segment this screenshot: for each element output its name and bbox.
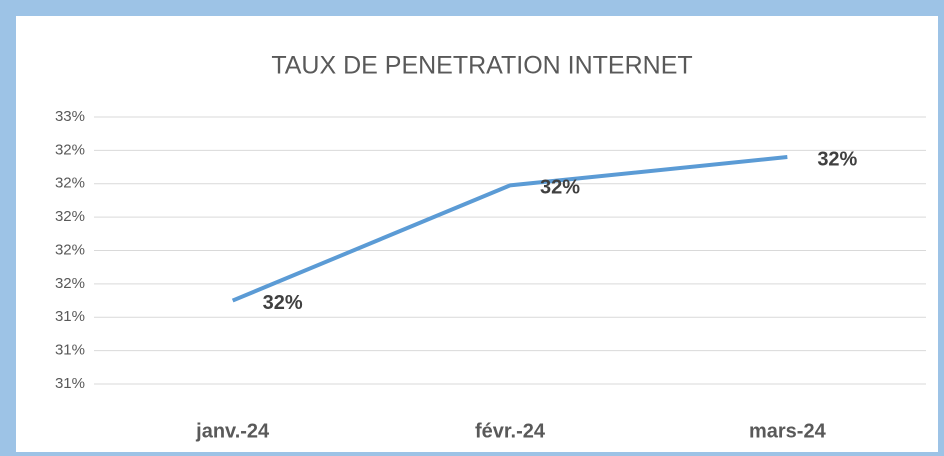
data-label: 32%	[817, 148, 857, 170]
line-series	[231, 155, 788, 303]
x-tick-label: janv.-24	[195, 420, 270, 442]
data-label: 32%	[263, 292, 303, 314]
x-tick-label: févr.-24	[475, 420, 546, 442]
y-tick-label: 32%	[55, 275, 85, 292]
data-label: 32%	[540, 177, 580, 199]
chart-area	[16, 16, 938, 452]
y-tick-label: 31%	[55, 342, 85, 359]
y-tick-label: 33%	[55, 108, 85, 125]
y-tick-label: 32%	[55, 141, 85, 158]
y-tick-label: 31%	[55, 308, 85, 325]
y-tick-label: 31%	[55, 375, 85, 392]
x-tick-label: mars-24	[749, 420, 827, 442]
chart-title: TAUX DE PENETRATION INTERNET	[271, 52, 692, 80]
y-tick-label: 32%	[55, 208, 85, 225]
y-tick-label: 32%	[55, 175, 85, 192]
y-tick-label: 32%	[55, 241, 85, 258]
